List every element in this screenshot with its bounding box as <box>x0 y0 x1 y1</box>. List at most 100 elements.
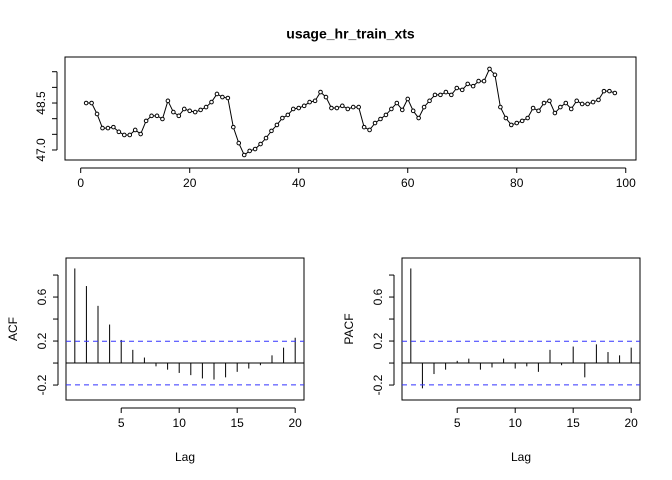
point <box>132 127 138 133</box>
point <box>301 103 307 109</box>
point <box>525 115 530 121</box>
point <box>263 135 269 141</box>
point <box>372 120 378 126</box>
point <box>492 72 498 78</box>
point <box>225 95 231 101</box>
point <box>241 152 247 158</box>
x-tick-label: 0 <box>77 176 84 190</box>
point <box>487 66 492 72</box>
point <box>160 116 165 122</box>
point <box>399 107 405 113</box>
x-tick-label: 20 <box>183 176 197 190</box>
point <box>149 113 154 119</box>
point <box>421 104 427 110</box>
series-line <box>86 67 616 156</box>
plot-box <box>65 257 305 401</box>
point <box>389 106 394 112</box>
point <box>122 132 127 138</box>
point <box>236 140 242 146</box>
point <box>111 124 116 130</box>
point <box>203 104 209 110</box>
point <box>378 116 383 122</box>
y-tick-label: 0.2 <box>371 332 385 349</box>
x-tick-label: 80 <box>510 176 524 190</box>
point <box>503 115 509 121</box>
plot-box <box>401 257 641 401</box>
point <box>296 105 302 111</box>
point <box>585 101 590 107</box>
point <box>465 81 470 87</box>
x-tick-label: 15 <box>231 416 245 430</box>
point <box>209 99 214 105</box>
point <box>181 106 187 112</box>
y-tick-label: -0.2 <box>35 374 49 395</box>
point <box>171 109 176 115</box>
point <box>176 113 182 119</box>
y-tick-label: 0.2 <box>35 332 49 349</box>
point <box>285 112 291 118</box>
point <box>470 83 476 89</box>
y-tick-label: 0.6 <box>35 288 49 305</box>
point <box>607 88 612 94</box>
x-tick-label: 40 <box>292 176 306 190</box>
point <box>481 78 487 84</box>
point <box>476 78 481 84</box>
x-tick-label: 15 <box>567 416 581 430</box>
point <box>438 92 443 98</box>
point <box>83 100 89 106</box>
point <box>410 108 416 114</box>
point <box>274 122 280 128</box>
point <box>192 109 198 115</box>
point <box>350 104 356 110</box>
point <box>329 105 334 111</box>
point <box>552 110 558 116</box>
plot-box <box>64 56 637 161</box>
point <box>367 127 372 133</box>
x-axis-label: Lag <box>511 450 531 464</box>
point <box>127 132 133 138</box>
point <box>220 94 225 100</box>
point <box>312 98 318 104</box>
point <box>290 106 296 112</box>
y-tick-label: -0.2 <box>371 374 385 395</box>
x-tick-label: 5 <box>454 416 461 430</box>
point <box>214 91 220 97</box>
point <box>568 106 574 112</box>
x-tick-label: 100 <box>616 176 636 190</box>
point <box>427 98 432 104</box>
point <box>579 101 585 107</box>
point <box>394 100 400 106</box>
y-tick-label: 47.0 <box>34 138 48 162</box>
point <box>340 103 345 109</box>
point <box>558 104 563 110</box>
point <box>318 89 323 95</box>
point <box>280 115 285 121</box>
y-tick-label: 48.5 <box>34 91 48 115</box>
point <box>498 104 503 110</box>
point <box>138 131 143 137</box>
x-tick-label: 20 <box>625 416 639 430</box>
point <box>514 120 520 126</box>
point <box>563 100 569 106</box>
point <box>416 115 421 121</box>
point <box>269 128 274 134</box>
point <box>165 98 171 104</box>
point <box>105 125 111 131</box>
point <box>143 118 149 124</box>
point <box>89 100 94 106</box>
point <box>432 92 438 98</box>
point <box>519 118 525 124</box>
point <box>541 100 547 106</box>
y-axis-label: PACF <box>342 313 356 344</box>
y-axis-label: ACF <box>6 317 20 341</box>
point <box>323 94 329 100</box>
point <box>405 96 411 102</box>
x-tick-label: 5 <box>118 416 125 430</box>
point <box>94 111 100 117</box>
point <box>198 107 203 113</box>
point <box>231 124 236 130</box>
x-tick-label: 10 <box>173 416 187 430</box>
point <box>574 98 579 104</box>
point <box>612 90 618 96</box>
